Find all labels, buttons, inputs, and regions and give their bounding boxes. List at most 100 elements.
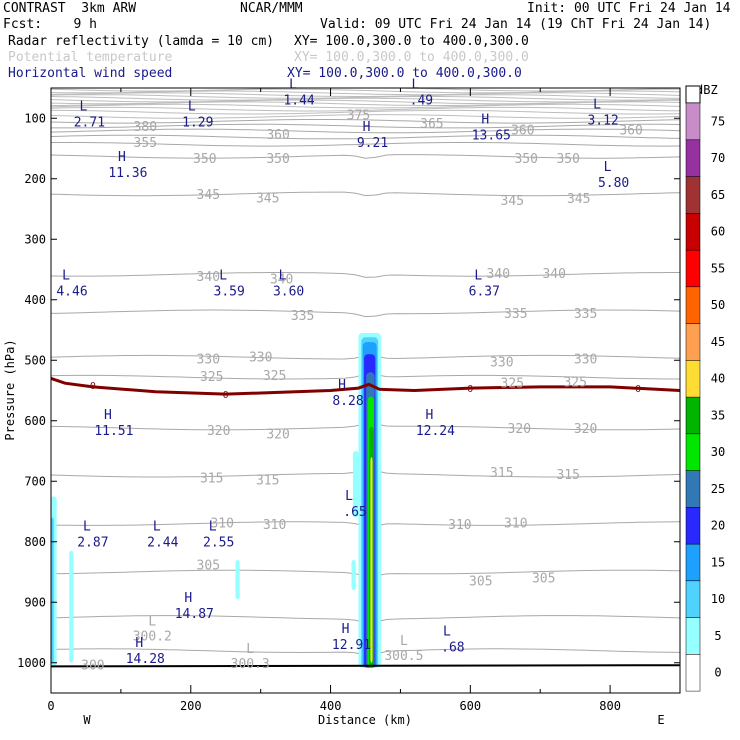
theta-label: 300 [81,659,104,674]
zero-line [51,376,680,396]
init-time: Init: 00 UTC Fri 24 Jan 14 [527,1,731,16]
theta-label: 305 [532,571,555,586]
theta-label: 330 [574,352,597,367]
wind-extremum-type: H [363,120,371,135]
zero-line-label: 0 [223,390,229,401]
reflectivity-cell [51,517,54,663]
wind-extremum-value: 14.87 [175,607,214,622]
y-tick-label: 900 [24,595,46,609]
theta-contour-line [51,134,680,140]
wind-extremum-value: 2.44 [147,536,178,551]
theta-label: 315 [556,468,579,483]
theta-label: 320 [266,428,289,443]
theta-contour-line [51,154,680,159]
theta-contour-line [51,272,680,278]
theta-low-marker: L [400,634,408,649]
theta-label: 365 [420,117,443,132]
theta-contour-line [51,123,680,129]
wind-extremum-value: 3.12 [587,113,618,128]
wind-extremum-type: H [481,113,489,128]
theta-label: 345 [256,192,279,207]
x-tick-label: 200 [180,699,202,713]
theta-label: 305 [469,575,492,590]
colorbar-swatch [685,396,701,435]
reflectivity-fill [51,333,381,668]
field-reflectivity-xy: XY= 100.0,300.0 to 400.0,300.0 [294,34,529,49]
colorbar-swatch [685,617,701,655]
theta-low-value: 300.3 [231,657,270,672]
wind-extremum-type: L [79,99,87,114]
y-axis-label: Pressure (hPa) [3,339,17,440]
wind-extremum-type: H [184,591,192,606]
theta-label: 345 [197,188,220,203]
wind-extremum-type: L [279,269,287,284]
wind-extremum-value: 8.28 [332,394,363,409]
x-tick-label: 600 [459,699,481,713]
reflectivity-cell [370,457,373,663]
field-wind-xy: XY= 100.0,300.0 to 400.0,300.0 [287,66,522,81]
wind-extremum-value: 1.44 [283,94,314,109]
wind-extremum-value: 11.36 [108,166,147,181]
wind-extremum-value: 5.80 [598,176,629,191]
wind-extremum-value: 12.91 [332,638,371,653]
wind-extremum-type: L [474,269,482,284]
field-theta-xy: XY= 100.0,300.0 to 400.0,300.0 [294,50,529,65]
theta-contour-line [51,109,680,115]
wind-extremum-value: 12.24 [416,424,455,439]
zero-line-label: 0 [467,384,473,395]
wind-extremum-value: 4.46 [56,285,87,300]
wind-extremum-type: H [338,378,346,393]
theta-contour-line [51,101,680,106]
theta-contour-line [51,309,680,318]
theta-label: 310 [263,518,286,533]
theta-label: 320 [207,424,230,439]
y-tick-label: 300 [24,232,46,246]
wind-extremum-type: H [342,622,350,637]
wind-extremum-type: H [104,408,112,423]
theta-label: 325 [563,375,586,390]
wind-extremum-value: 9.21 [357,136,388,151]
colorbar-swatch [685,323,701,361]
east-label: E [657,713,664,727]
ground-line-path [50,664,681,668]
colorbar-swatch [685,433,701,471]
theta-contour-line [51,90,680,96]
wind-extremum-type: L [411,78,419,93]
colorbar-label: 70 [711,151,725,165]
contour-labels: 380 375 365 360 360 360 355 350 350 350 350 345 345 3… [81,109,643,674]
theta-label: 340 [487,267,510,282]
wind-extremum-type: L [188,99,196,114]
theta-label: 330 [197,352,220,367]
title-left: CONTRAST 3km ARW [3,1,137,16]
y-tick-label: 700 [24,474,46,488]
theta-contour-line [51,128,680,134]
field-reflectivity: Radar reflectivity (lamda = 10 cm) [8,34,275,49]
y-tick-label: 800 [24,535,46,549]
theta-label: 335 [574,307,597,322]
wind-extremum-value: 11.51 [94,424,133,439]
theta-contour-line [51,191,680,197]
y-tick-label: 400 [24,293,46,307]
colorbar-label: 25 [711,482,725,496]
field-theta: Potential temperature [8,50,173,65]
theta-label: 325 [263,369,286,384]
colorbar-cap [685,85,701,104]
zero-isotherm [51,376,680,396]
wind-extremum-value: 2.87 [77,536,108,551]
theta-label: 320 [574,422,597,437]
y-tick-label: 1000 [17,656,46,670]
colorbar: dBZ 0 5 10 15 20 25 30 35 40 45 50 55 60 65 70 75 [685,83,725,692]
theta-label: 350 [514,152,537,167]
colorbar-label: 35 [711,408,725,422]
theta-label: 315 [200,472,223,487]
x-axis-label: Distance (km) [318,713,412,727]
theta-label: 335 [291,309,314,324]
colorbar-swatch [685,360,701,398]
colorbar-swatch [685,470,701,508]
colorbar-label: 65 [711,188,725,202]
colorbar-swatch [685,286,701,324]
theta-label: 350 [556,152,579,167]
wind-extremum-type: L [604,160,612,175]
theta-label: 340 [197,270,220,285]
